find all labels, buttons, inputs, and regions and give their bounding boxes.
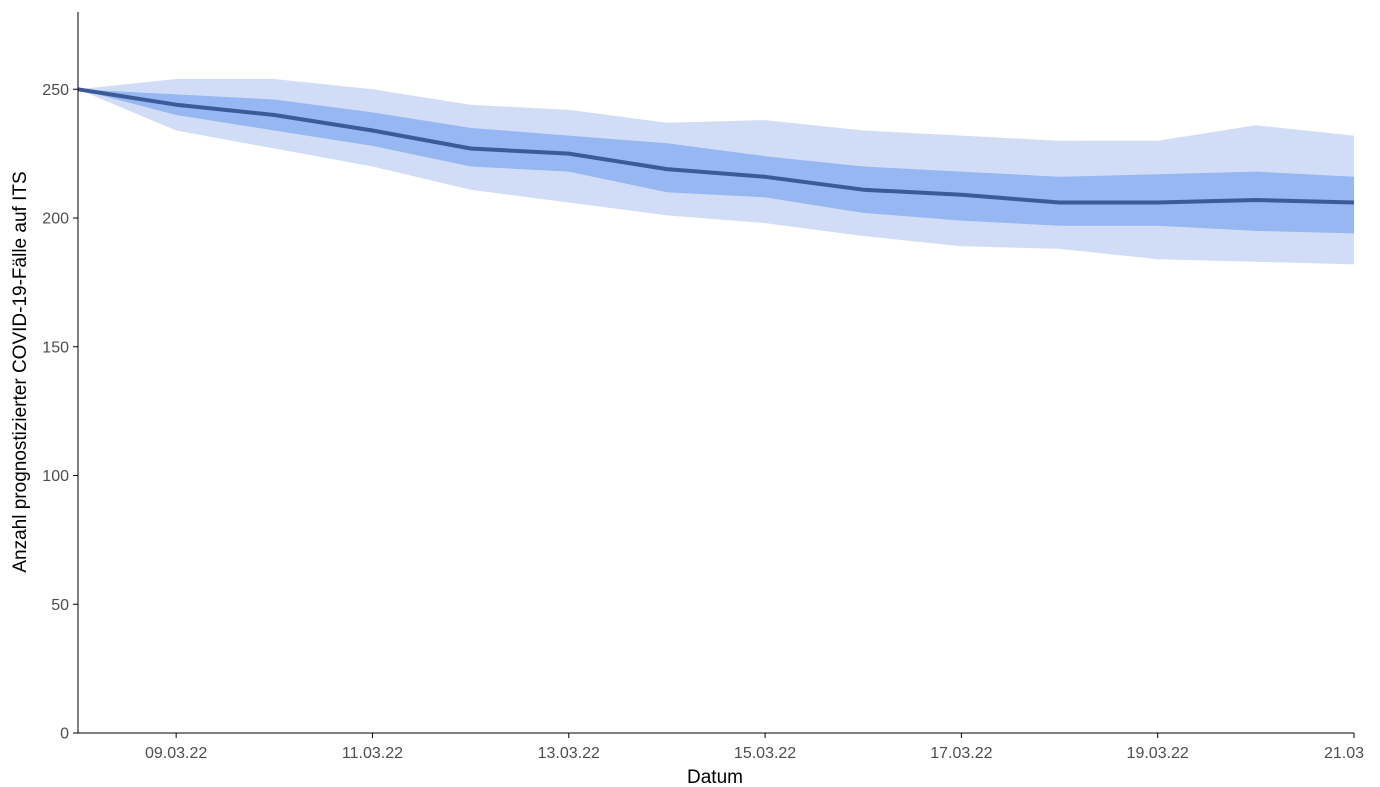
x-tick-label: 17.03.22 (930, 745, 992, 762)
axes: 0 50 100 150 200 250 09.03.22 11.03.22 13.03.22… (42, 12, 1364, 762)
x-tick-label: 15.03.22 (734, 745, 796, 762)
y-tick-label: 150 (42, 339, 69, 356)
y-tick-label: 200 (42, 211, 69, 228)
x-tick-label: 19.03.22 (1127, 745, 1189, 762)
x-tick-label: 13.03.22 (538, 745, 600, 762)
y-tick-label: 100 (42, 468, 69, 485)
series-lines (77, 87, 1355, 205)
y-tick-label: 250 (42, 82, 69, 99)
x-tick-label: 21.03 (1324, 745, 1364, 762)
plot-area (77, 79, 1355, 265)
inner-confidence-band (78, 89, 1354, 234)
x-tick-label: 09.03.22 (145, 745, 207, 762)
y-tick-label: 50 (51, 597, 69, 614)
x-ticks: 09.03.22 11.03.22 13.03.22 15.03.22 17.03.22… (145, 733, 1364, 762)
y-axis-title: Anzahl prognostizierter COVID-19-Fälle a… (10, 171, 31, 572)
series-line-0 (77, 87, 1355, 205)
y-tick-label: 0 (60, 726, 69, 743)
x-axis-title: Datum (687, 767, 743, 787)
y-ticks: 0 50 100 150 200 250 (42, 82, 78, 743)
x-tick-label: 11.03.22 (342, 745, 403, 762)
